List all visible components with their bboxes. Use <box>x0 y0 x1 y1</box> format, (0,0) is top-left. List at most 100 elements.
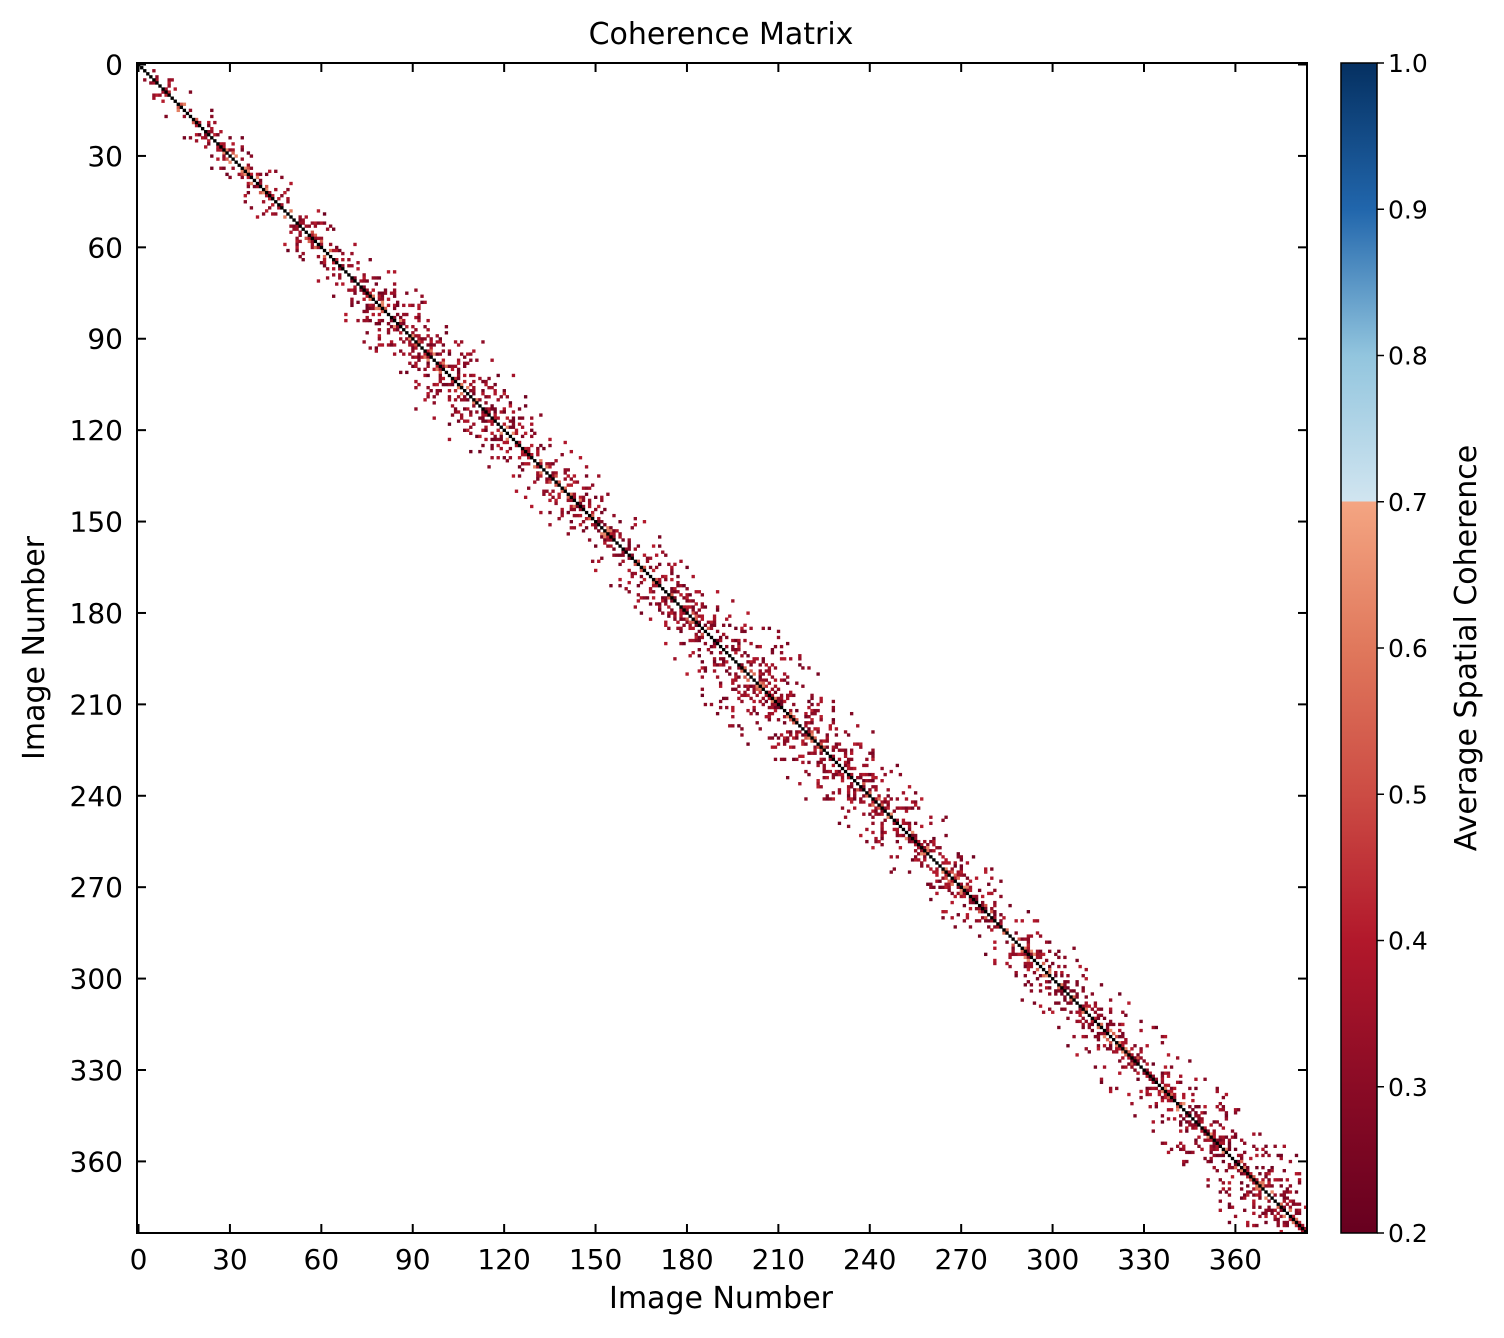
matrix-cell <box>1020 952 1024 957</box>
matrix-cell <box>1258 1187 1262 1191</box>
matrix-cell <box>1057 949 1061 953</box>
matrix-cell <box>283 242 287 247</box>
matrix-cell <box>578 507 583 512</box>
matrix-cell <box>694 623 698 627</box>
matrix-cell <box>520 434 525 439</box>
matrix-cell <box>932 836 936 841</box>
matrix-cell <box>752 699 756 704</box>
matrix-cell <box>670 571 674 576</box>
matrix-cell <box>1246 1169 1250 1173</box>
matrix-cell <box>1063 995 1067 999</box>
matrix-cell <box>222 154 226 158</box>
matrix-cell <box>1282 1196 1286 1200</box>
matrix-cell <box>843 763 848 768</box>
matrix-cell <box>773 757 778 762</box>
matrix-cell <box>1191 1123 1195 1127</box>
matrix-cell <box>789 718 793 722</box>
matrix-cell <box>1151 1120 1155 1124</box>
matrix-cell <box>344 318 348 323</box>
matrix-cell <box>380 318 385 323</box>
matrix-cell <box>1145 1089 1149 1094</box>
matrix-cell <box>837 769 842 774</box>
matrix-cell <box>1087 1004 1091 1008</box>
matrix-cell <box>1121 1022 1125 1027</box>
matrix-cell <box>901 806 906 810</box>
matrix-cell <box>508 425 513 429</box>
matrix-cell <box>773 705 778 710</box>
diagonal-cell <box>664 590 668 594</box>
matrix-cell <box>1218 1101 1222 1106</box>
matrix-cell <box>804 721 808 725</box>
matrix-cell <box>691 651 695 655</box>
matrix-cell <box>508 456 513 460</box>
matrix-cell <box>926 843 930 847</box>
matrix-cell <box>1038 952 1043 957</box>
matrix-cell <box>993 900 997 905</box>
matrix-cell <box>597 474 601 478</box>
matrix-cell <box>1282 1190 1286 1194</box>
diagonal-cell <box>249 175 254 180</box>
matrix-cell <box>548 462 552 466</box>
matrix-cell <box>688 654 692 658</box>
matrix-cell <box>392 288 397 292</box>
matrix-cell <box>932 839 936 844</box>
matrix-cell <box>475 410 479 414</box>
matrix-cell <box>505 449 510 454</box>
diagonal-cell <box>819 745 823 749</box>
matrix-cell <box>846 791 851 795</box>
matrix-cell <box>740 727 744 731</box>
matrix-cell <box>776 687 781 691</box>
matrix-cell <box>481 379 485 384</box>
diagonal-cell <box>1105 1031 1110 1036</box>
matrix-cell <box>1048 986 1052 990</box>
diagonal-cell <box>325 251 330 256</box>
matrix-cell <box>499 437 503 442</box>
matrix-cell <box>490 407 494 411</box>
matrix-cell <box>487 407 491 411</box>
matrix-cell <box>1258 1214 1262 1219</box>
matrix-cell <box>420 294 424 298</box>
diagonal-cell <box>490 416 494 420</box>
matrix-cell <box>767 669 772 673</box>
matrix-cell <box>1060 989 1064 993</box>
matrix-cell <box>1148 1077 1152 1081</box>
matrix-cell <box>152 93 156 97</box>
matrix-cell <box>527 456 531 460</box>
matrix-cell <box>456 410 461 414</box>
matrix-cell <box>789 745 793 749</box>
matrix-cell <box>298 239 302 244</box>
matrix-cell <box>837 748 842 752</box>
matrix-cell <box>194 139 199 143</box>
matrix-cell <box>871 751 875 755</box>
diagonal-cell <box>587 513 592 518</box>
matrix-cell <box>715 675 720 679</box>
matrix-cell <box>807 666 811 670</box>
matrix-cell <box>785 730 790 734</box>
matrix-cell <box>1194 1123 1198 1127</box>
matrix-cell <box>1099 1013 1104 1017</box>
matrix-cell <box>856 742 860 746</box>
matrix-cell <box>341 258 345 262</box>
matrix-cell <box>779 644 784 649</box>
matrix-cell <box>548 498 552 503</box>
matrix-cell <box>1233 1147 1238 1152</box>
diagonal-cell <box>642 568 647 573</box>
matrix-cell <box>1105 1025 1110 1030</box>
matrix-cell <box>822 797 826 801</box>
matrix-cell <box>935 873 939 877</box>
diagonal-cell <box>612 538 616 542</box>
matrix-cell <box>581 486 586 490</box>
matrix-cell <box>816 763 820 768</box>
matrix-cell <box>1054 1001 1058 1005</box>
matrix-cell <box>374 321 379 326</box>
diagonal-cell <box>344 270 348 274</box>
matrix-cell <box>837 742 842 746</box>
matrix-cell <box>661 599 665 603</box>
diagonal-cell <box>752 678 756 682</box>
matrix-cell <box>1227 1138 1232 1142</box>
matrix-cell <box>210 108 214 113</box>
diagonal-cell <box>856 782 860 786</box>
matrix-cell <box>697 629 701 634</box>
matrix-cell <box>386 321 391 326</box>
